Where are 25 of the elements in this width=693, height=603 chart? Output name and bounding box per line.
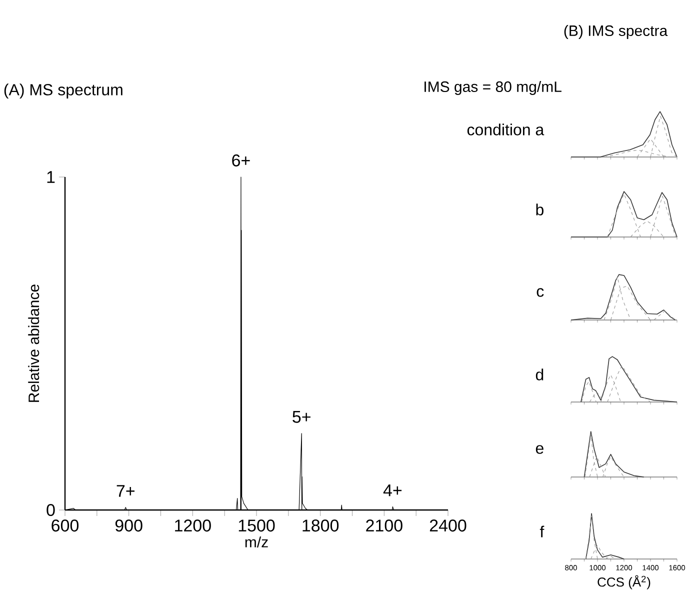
annotation: 4+ bbox=[383, 484, 402, 496]
y-axis-title: Relative abidance bbox=[28, 284, 40, 402]
x-tick-label: 2400 bbox=[430, 520, 466, 532]
y-axis-title: e bbox=[536, 445, 544, 454]
y-axis-title: d bbox=[536, 368, 544, 380]
x-tick-label: 1800 bbox=[302, 520, 339, 532]
x-tick-label: 900 bbox=[115, 520, 142, 532]
x-tick-label: 2100 bbox=[366, 520, 402, 532]
y-axis-title: condition a bbox=[467, 124, 544, 136]
annotation: 5+ bbox=[292, 411, 310, 423]
chart-title: (A) MS spectrum bbox=[4, 84, 122, 99]
y-tick-label: 1 bbox=[47, 171, 55, 183]
y-axis-title: f bbox=[540, 526, 544, 538]
chart-subtitle: IMS gas = 80 mg/mL bbox=[424, 81, 562, 95]
annotation: 6+ bbox=[232, 154, 250, 166]
chart-title: (B) IMS spectra bbox=[564, 25, 668, 39]
y-axis-title: b bbox=[536, 204, 544, 216]
x-tick-label: 600 bbox=[52, 520, 79, 532]
x-axis-title: CCS (Å$^{2}$) bbox=[598, 575, 650, 590]
y-axis-title: c bbox=[536, 288, 544, 297]
x-axis-title: m/z bbox=[245, 536, 268, 548]
annotation: 7+ bbox=[116, 485, 134, 497]
y-tick-label: 0 bbox=[46, 504, 55, 516]
x-tick-label: 1200 bbox=[175, 520, 211, 532]
x-tick-label: 1500 bbox=[238, 520, 275, 532]
